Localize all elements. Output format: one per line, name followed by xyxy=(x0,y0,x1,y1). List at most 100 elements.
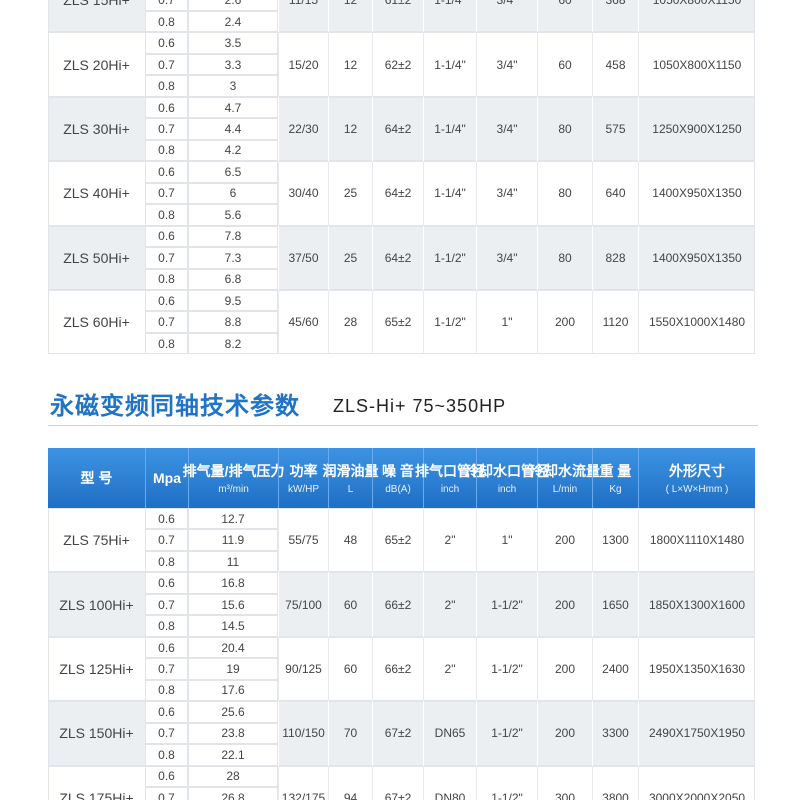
model: ZLS 125Hi+ xyxy=(59,660,134,677)
header-label: 外形尺寸 xyxy=(669,463,725,479)
spec: 80 xyxy=(537,225,592,290)
pressure: 0.7 xyxy=(145,787,188,800)
spec: 60 xyxy=(328,572,372,637)
spec: 80 xyxy=(537,161,592,226)
spec: 3/4" xyxy=(476,0,537,33)
header-cell: 外形尺寸 ( L×W×Hmm ) xyxy=(638,448,755,508)
flow: 22.1 xyxy=(188,744,278,766)
spec: 640 xyxy=(592,161,638,226)
spec: 1300 xyxy=(592,508,638,573)
header-cell: 冷却水口管径 inch xyxy=(465,448,549,508)
pressure: 0.7 xyxy=(145,53,188,76)
header-cell: Mpa xyxy=(145,448,188,508)
header-bg xyxy=(48,448,755,508)
pressure: 0.6 xyxy=(145,701,188,723)
model: ZLS 175Hi+ xyxy=(59,789,134,800)
pressure: 0.8 xyxy=(145,679,188,702)
spec: 300 xyxy=(537,765,592,800)
spec: 55/75 xyxy=(278,508,328,573)
header-unit: L/min xyxy=(552,484,578,495)
pressure: 0.8 xyxy=(145,744,188,766)
header-label: 润滑油量 xyxy=(322,463,379,479)
spec: 1800X1110X1480 xyxy=(638,508,755,573)
spec: 1" xyxy=(476,290,537,355)
spec: 65±2 xyxy=(372,508,423,573)
header-label: 功率 xyxy=(289,463,318,479)
pressure: 0.8 xyxy=(145,615,188,637)
flow: 2.4 xyxy=(188,10,278,33)
pressure: 0.7 xyxy=(145,722,188,745)
model: ZLS 30Hi+ xyxy=(63,120,130,137)
spec: 67±2 xyxy=(372,765,423,800)
spec: 66±2 xyxy=(372,572,423,637)
header-cell: 排气口管径 inch xyxy=(415,448,485,508)
spec: 200 xyxy=(537,290,592,355)
header-label: 冷却水口管径 xyxy=(465,463,549,479)
spec: 1650 xyxy=(592,572,638,637)
flow: 3 xyxy=(188,75,278,97)
spec: 12 xyxy=(328,0,372,33)
pressure: 0.6 xyxy=(145,290,188,312)
spec: 90/125 xyxy=(278,636,328,702)
spec: 1-1/4" xyxy=(423,0,476,33)
spec: 2490X1750X1950 xyxy=(638,701,755,766)
model: ZLS 100Hi+ xyxy=(59,596,134,613)
spec: 3800 xyxy=(592,765,638,800)
spec: 1400X950X1350 xyxy=(638,225,755,290)
header-cell: 冷却水流量 L/min xyxy=(530,448,600,508)
spec: 11/15 xyxy=(278,0,328,33)
header-unit: L xyxy=(347,484,354,495)
spec: 37/50 xyxy=(278,225,328,290)
flow: 26.8 xyxy=(188,787,278,800)
spec: 12 xyxy=(328,96,372,162)
pressure: 0.6 xyxy=(145,96,188,119)
flow: 19 xyxy=(188,658,278,680)
spec: 22/30 xyxy=(278,96,328,162)
pressure: 0.8 xyxy=(145,204,188,226)
header-label: 重 量 xyxy=(599,463,632,479)
spec: 3/4" xyxy=(476,96,537,162)
spec: 200 xyxy=(537,508,592,573)
flow: 23.8 xyxy=(188,722,278,745)
spec: 60 xyxy=(328,636,372,702)
header-cell: 重 量 Kg xyxy=(592,448,638,508)
flow: 3.5 xyxy=(188,32,278,54)
spec: 3000X2000X2050 xyxy=(638,765,755,800)
spec: 3/4" xyxy=(476,32,537,97)
flow: 12.7 xyxy=(188,508,278,530)
pressure: 0.7 xyxy=(145,182,188,205)
header-unit: dB(A) xyxy=(385,484,411,495)
pressure: 0.8 xyxy=(145,332,188,355)
spec: 67±2 xyxy=(372,701,423,766)
spec: 368 xyxy=(592,0,638,33)
header-cell: 型 号 xyxy=(48,448,145,508)
flow: 7.3 xyxy=(188,247,278,269)
header-unit: inch xyxy=(497,484,517,495)
spec: 1-1/4" xyxy=(423,161,476,226)
model: ZLS 40Hi+ xyxy=(63,185,130,202)
spec: 828 xyxy=(592,225,638,290)
spec: 575 xyxy=(592,96,638,162)
spec: 94 xyxy=(328,765,372,800)
spec: 62±2 xyxy=(372,32,423,97)
model: ZLS 20Hi+ xyxy=(63,56,130,73)
header-cell: 噪 音 dB(A) xyxy=(372,448,423,508)
pressure: 0.7 xyxy=(145,0,188,11)
section-subtitle: ZLS-Hi+ 75~350HP xyxy=(333,396,507,416)
header-unit: Kg xyxy=(609,484,622,495)
flow: 8.2 xyxy=(188,332,278,355)
pressure: 0.8 xyxy=(145,268,188,290)
flow: 28 xyxy=(188,765,278,788)
pressure: 0.6 xyxy=(145,572,188,594)
spec: 1050X800X1150 xyxy=(638,32,755,97)
spec: 2400 xyxy=(592,636,638,702)
flow: 14.5 xyxy=(188,615,278,637)
spec: 60 xyxy=(537,0,592,33)
header-cell: 功率 kW/HP xyxy=(278,448,328,508)
pressure: 0.6 xyxy=(145,161,188,183)
spec: 48 xyxy=(328,508,372,573)
header-unit: inch xyxy=(440,484,460,495)
flow: 16.8 xyxy=(188,572,278,594)
flow: 4.4 xyxy=(188,118,278,140)
